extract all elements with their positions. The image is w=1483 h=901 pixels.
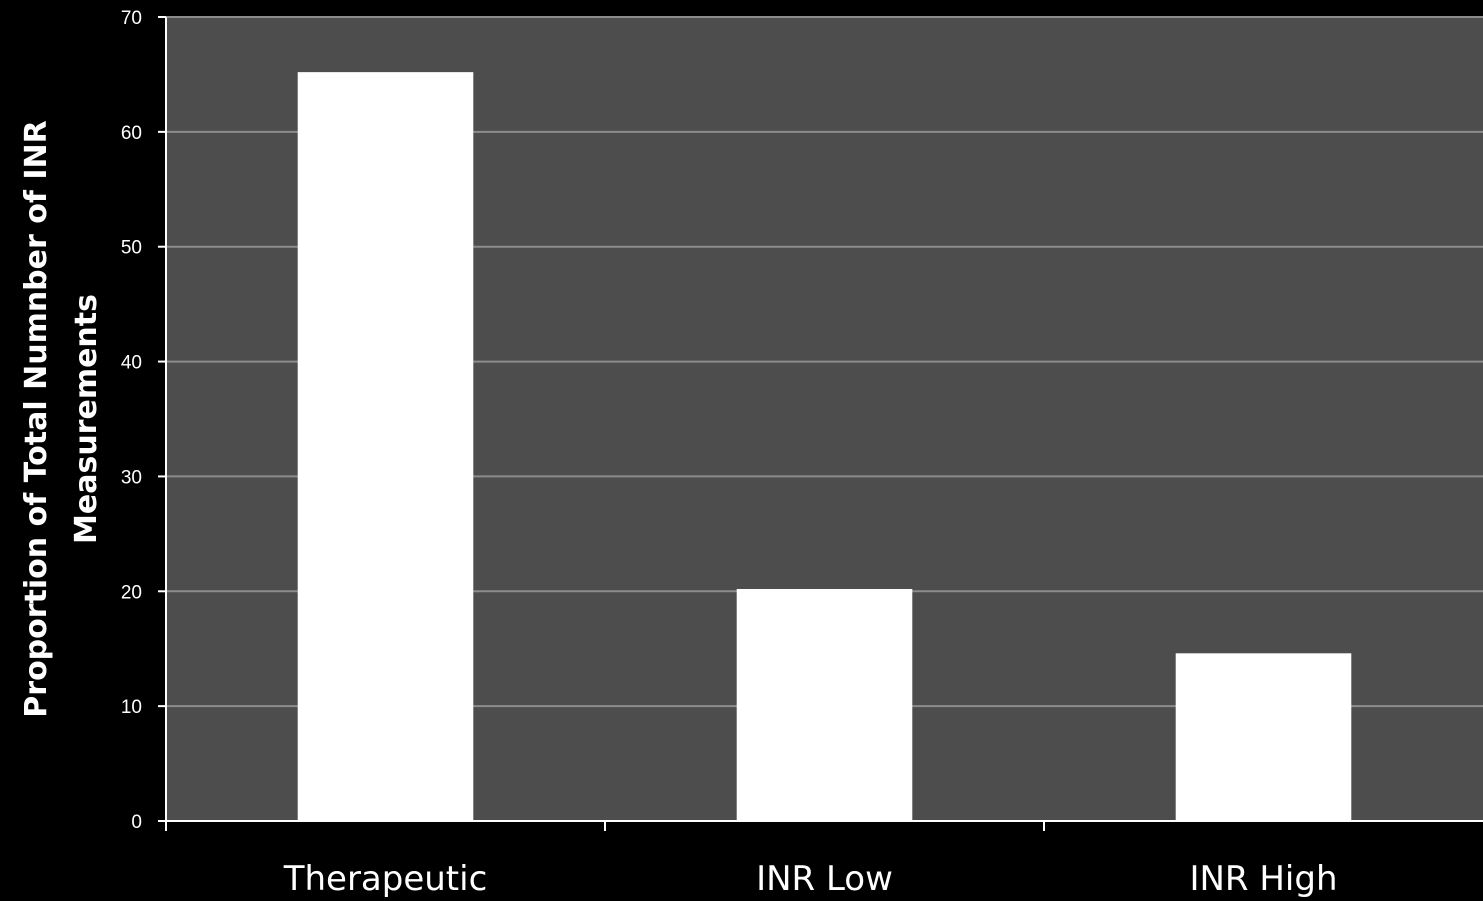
y-tick-label: 10 (121, 697, 142, 718)
x-category-labels: Therapeutic INR Low INR High (283, 859, 1338, 899)
y-tick-label: 60 (121, 123, 142, 144)
bar-inr-low (736, 588, 913, 821)
y-tick-label: 30 (121, 467, 142, 488)
x-category-label: INR Low (756, 859, 893, 899)
y-tick-label: 40 (121, 353, 142, 374)
y-tick-labels: 0 10 20 30 40 50 60 70 (121, 8, 142, 833)
bars (297, 72, 1352, 822)
y-axis-title-line: Measurements (69, 294, 104, 544)
y-tick-label: 50 (121, 238, 142, 259)
x-category-label: INR High (1189, 859, 1337, 899)
bar-inr-high (1175, 653, 1352, 821)
axes (158, 16, 1483, 831)
x-category-label: Therapeutic (283, 859, 488, 899)
y-tick-label: 20 (121, 582, 142, 603)
y-tick-label: 70 (121, 8, 142, 29)
y-axis-title: Proportion of Total Numnber of INR Measur… (19, 120, 104, 717)
y-axis-title-line: Proportion of Total Numnber of INR (19, 120, 54, 717)
bar-therapeutic (297, 72, 474, 822)
y-tick-label: 0 (131, 812, 142, 833)
